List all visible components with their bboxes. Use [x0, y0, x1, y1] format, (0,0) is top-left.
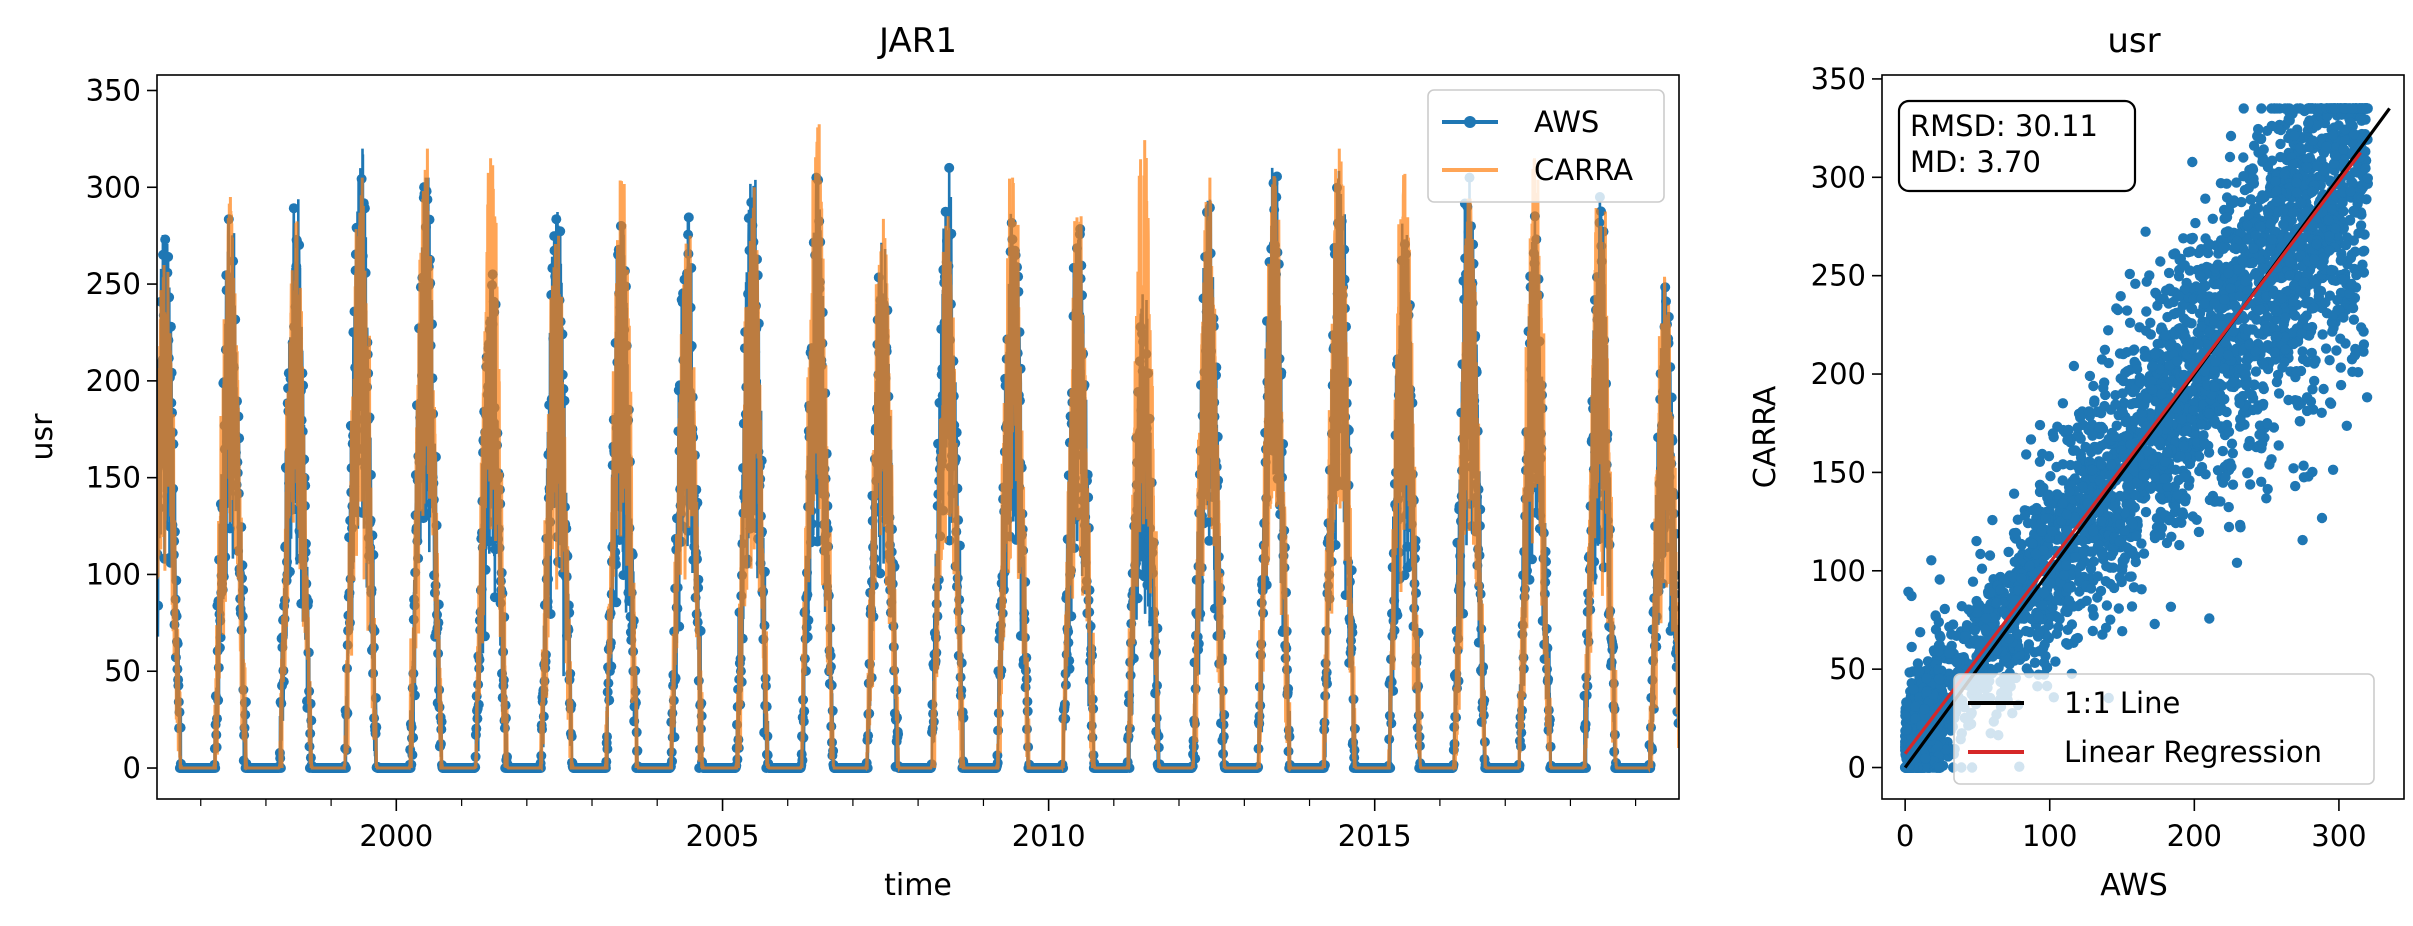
scatter-point: [2273, 440, 2284, 451]
legend-aws-label: AWS: [1534, 105, 1599, 139]
scatter-point: [2163, 267, 2175, 279]
scatter-point: [2155, 256, 2166, 267]
scatter-point: [2231, 557, 2243, 568]
timeseries-x-tick-label: 2010: [1012, 819, 1086, 853]
timeseries-y-tick-label: 50: [104, 654, 141, 688]
timeseries-y-ticks: 0 50 100 150 200 250 300 350: [86, 73, 157, 785]
timeseries-x-tick-label: 2005: [686, 819, 760, 853]
aws-point: [940, 206, 951, 217]
aws-point: [288, 203, 299, 214]
aws-point: [160, 234, 171, 245]
aws-point: [551, 214, 562, 225]
scatter-x-ticks: 0 100 200 300: [1896, 799, 2367, 853]
scatter-x-tick-label: 300: [2311, 819, 2366, 853]
scatter-point: [2245, 479, 2256, 490]
timeseries-y-tick-label: 350: [86, 73, 141, 107]
carra-series: [157, 124, 1679, 774]
timeseries-x-tick-label: 2000: [359, 819, 433, 853]
aws-point: [224, 523, 235, 534]
scatter-points: [1899, 103, 2373, 773]
scatter-y-tick-label: 250: [1811, 259, 1866, 293]
timeseries-x-ticks: 2000 2005 2010 2015: [200, 799, 1637, 853]
scatter-x-tick-label: 100: [2022, 819, 2077, 853]
timeseries-y-label: usr: [25, 413, 60, 461]
scatter-title: usr: [2107, 21, 2160, 61]
aws-point: [555, 226, 566, 237]
timeseries-y-tick-label: 250: [86, 267, 141, 301]
scatter-y-tick-label: 350: [1811, 62, 1866, 96]
scatter-point: [2320, 343, 2332, 354]
aws-point: [944, 162, 955, 173]
scatter-point: [2111, 420, 2122, 431]
aws-point: [1527, 554, 1537, 565]
timeseries-legend: AWS CARRA: [1427, 89, 1665, 203]
scatter-x-tick-label: 200: [2167, 819, 2222, 853]
timeseries-title: JAR1: [877, 21, 957, 61]
timeseries-x-label: time: [884, 868, 952, 903]
aws-point: [604, 695, 615, 706]
aws-point: [611, 597, 622, 608]
scatter-y-tick-label: 50: [1829, 652, 1866, 686]
timeseries-y-tick-label: 0: [123, 751, 141, 785]
scatter-y-tick-label: 0: [1848, 751, 1866, 785]
scatter-point: [2223, 501, 2234, 513]
scatter-y-tick-label: 300: [1811, 160, 1866, 194]
aws-point: [157, 600, 164, 611]
scatter-point: [2045, 471, 2056, 482]
aws-point: [484, 536, 495, 547]
timeseries-y-tick-label: 100: [86, 557, 141, 591]
scatter-point: [2101, 600, 2113, 611]
timeseries-y-tick-label: 200: [86, 364, 141, 398]
scatter-point: [2318, 383, 2329, 395]
scatter-point: [2165, 601, 2177, 612]
scatter-y-tick-label: 100: [1811, 554, 1866, 588]
scatter-y-tick-label: 200: [1811, 357, 1866, 391]
aws-point: [614, 535, 625, 545]
legend-aws-marker: [1464, 116, 1476, 128]
scatter-point: [2290, 480, 2301, 492]
scatter-y-ticks: 0 50 100 150 200 250 300 350: [1811, 62, 1882, 785]
legend-carra-label: CARRA: [1534, 153, 1633, 187]
aws-point: [618, 570, 629, 581]
scatter-point: [2324, 355, 2335, 366]
timeseries-x-tick-label: 2015: [1338, 819, 1412, 853]
carra-line: [157, 124, 1679, 774]
aws-series: [157, 148, 1679, 773]
scatter-y-tick-label: 150: [1811, 455, 1866, 489]
scatter-x-tick-label: 0: [1896, 819, 1914, 853]
scatter-point: [2288, 463, 2299, 474]
scatter-point: [1906, 641, 1917, 653]
aws-point: [163, 251, 174, 262]
scatter-point: [1926, 555, 1937, 566]
timeseries-y-tick-label: 150: [86, 461, 141, 495]
scatter-point: [1934, 574, 1945, 585]
timeseries-y-tick-label: 300: [86, 170, 141, 204]
aws-point: [683, 212, 694, 223]
